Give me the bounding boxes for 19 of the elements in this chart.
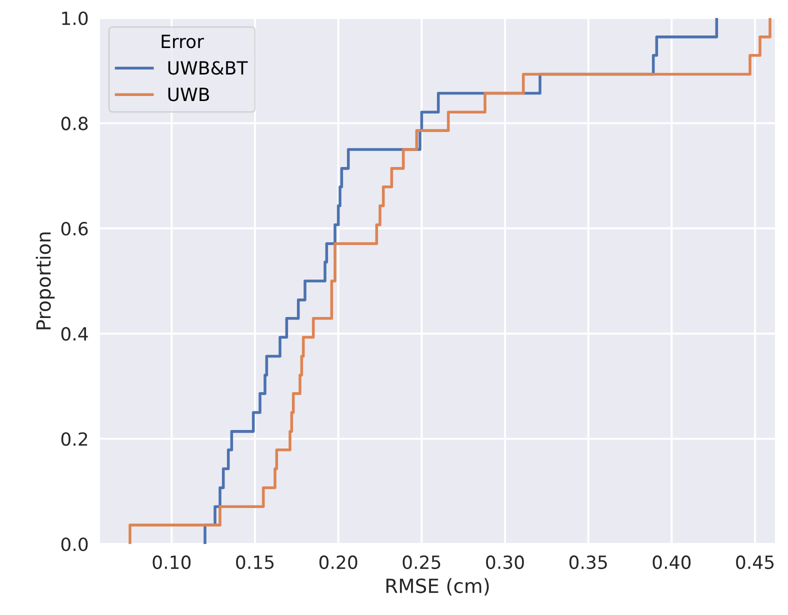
legend-label: UWB&BT xyxy=(168,61,248,75)
x-tick-label: 0.15 xyxy=(236,555,274,570)
x-tick-label: 0.25 xyxy=(402,555,440,570)
y-tick-label: 0.8 xyxy=(61,116,88,130)
x-tick-label: 0.45 xyxy=(736,555,774,570)
x-tick-label: 0.10 xyxy=(152,555,191,570)
x-tick-label: 0.35 xyxy=(569,555,607,570)
y-tick-label: 0.2 xyxy=(61,432,88,446)
y-tick-label: 0.4 xyxy=(61,327,88,341)
x-tick-label: 0.40 xyxy=(652,555,691,570)
x-tick-label: 0.30 xyxy=(486,555,524,570)
x-tick-label: 0.20 xyxy=(319,555,358,570)
x-axis-title: RMSE (cm) xyxy=(386,578,489,596)
y-tick-label: 1.0 xyxy=(62,11,88,26)
legend-label: UWB xyxy=(168,88,209,102)
y-tick-label: 0.6 xyxy=(61,222,88,236)
legend-title: Error xyxy=(162,34,204,48)
y-tick-label: 0.0 xyxy=(61,537,88,552)
y-axis-title: Proportion xyxy=(36,232,55,330)
